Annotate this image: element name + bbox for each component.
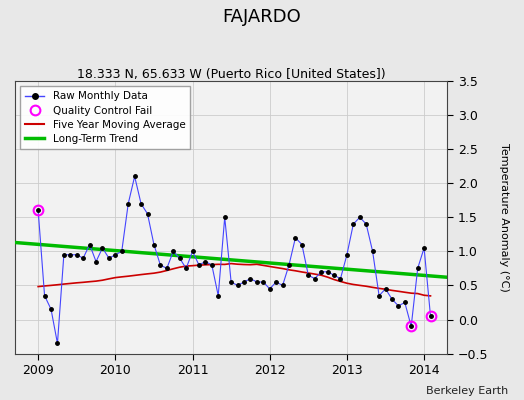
Text: FAJARDO: FAJARDO: [223, 8, 301, 26]
Text: Berkeley Earth: Berkeley Earth: [426, 386, 508, 396]
Y-axis label: Temperature Anomaly (°C): Temperature Anomaly (°C): [499, 143, 509, 292]
Title: 18.333 N, 65.633 W (Puerto Rico [United States]): 18.333 N, 65.633 W (Puerto Rico [United …: [77, 68, 386, 81]
Legend: Raw Monthly Data, Quality Control Fail, Five Year Moving Average, Long-Term Tren: Raw Monthly Data, Quality Control Fail, …: [20, 86, 190, 149]
